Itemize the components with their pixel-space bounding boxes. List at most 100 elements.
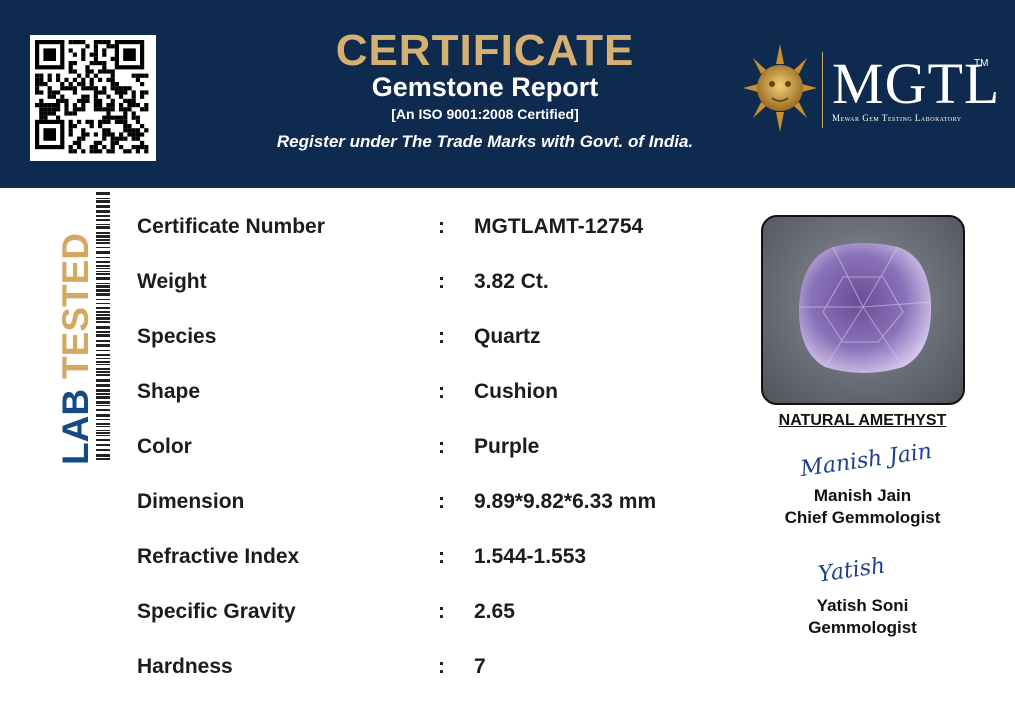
qr-module — [72, 40, 77, 45]
qr-module — [96, 232, 110, 234]
qr-module — [68, 86, 73, 91]
detail-separator: : — [438, 270, 445, 293]
signatory-name: Yatish Soni — [816, 596, 909, 615]
signatory-role: Gemmologist — [808, 618, 917, 637]
qr-module — [93, 103, 98, 108]
detail-label: Refractive Index — [137, 545, 300, 568]
qr-module — [140, 107, 145, 112]
qr-module — [96, 368, 110, 370]
qr-module — [68, 132, 73, 137]
qr-module — [96, 285, 110, 288]
qr-module — [96, 426, 110, 427]
signature-script: Yatish — [816, 553, 887, 588]
qr-module — [102, 136, 107, 141]
qr-module — [135, 73, 140, 78]
qr-module — [77, 136, 82, 141]
qr-module — [96, 358, 110, 359]
qr-module — [68, 40, 73, 45]
qr-module — [123, 128, 128, 133]
qr-module — [123, 86, 128, 91]
qr-module — [123, 107, 128, 112]
qr-module — [140, 140, 145, 145]
qr-module — [96, 215, 110, 217]
qr-module — [39, 82, 44, 87]
qr-module — [131, 136, 136, 141]
qr-module — [81, 103, 86, 108]
qr-module — [144, 145, 149, 150]
qr-module — [102, 52, 107, 57]
qr-module — [35, 82, 40, 87]
lab-word: LAB — [55, 389, 96, 465]
qr-module — [60, 98, 65, 103]
qr-module — [35, 103, 40, 108]
qr-module — [114, 90, 119, 95]
detail-separator: : — [438, 490, 445, 513]
qr-module — [96, 414, 110, 417]
qr-module — [131, 128, 136, 133]
qr-module — [96, 261, 110, 263]
qr-module — [96, 432, 110, 434]
qr-module — [93, 56, 98, 61]
qr-module — [72, 86, 77, 91]
qr-module — [144, 73, 149, 78]
qr-module — [110, 44, 115, 49]
qr-module — [85, 86, 90, 91]
qr-module — [56, 73, 61, 78]
qr-module — [51, 90, 56, 95]
qr-module — [39, 103, 44, 108]
qr-module — [68, 69, 73, 74]
qr-module — [140, 94, 145, 99]
qr-module — [93, 40, 98, 45]
qr-module — [39, 111, 44, 116]
signatory-role: Chief Gemmologist — [784, 508, 941, 527]
detail-value: 9.89*9.82*6.33 mm — [474, 490, 657, 513]
qr-module — [96, 435, 110, 436]
qr-module — [96, 449, 110, 451]
qr-module — [96, 242, 110, 244]
qr-module — [39, 107, 44, 112]
qr-module — [96, 273, 110, 275]
qr-module — [144, 90, 149, 95]
qr-module — [93, 94, 98, 99]
qr-module — [96, 247, 110, 248]
qr-module — [119, 115, 124, 120]
qr-module — [98, 119, 103, 124]
qr-module — [131, 103, 136, 108]
qr-module — [106, 103, 111, 108]
qr-module — [35, 73, 40, 78]
detail-label: Shape — [137, 380, 201, 403]
qr-module — [96, 205, 110, 208]
qr-module — [96, 268, 110, 269]
qr-module — [98, 61, 103, 66]
detail-separator: : — [438, 655, 445, 678]
qr-module — [102, 128, 107, 133]
qr-module — [96, 458, 110, 460]
qr-module — [85, 69, 90, 74]
qr-module — [98, 40, 103, 45]
detail-value: 2.65 — [474, 600, 515, 623]
qr-module — [47, 77, 52, 82]
qr-module — [135, 115, 140, 120]
qr-module — [123, 136, 128, 141]
qr-module — [127, 86, 132, 91]
qr-module — [106, 111, 111, 116]
qr-module — [135, 145, 140, 150]
qr-module — [60, 82, 65, 87]
qr-module — [68, 111, 73, 116]
gem-photo — [761, 215, 965, 405]
qr-module — [68, 124, 73, 129]
qr-module — [68, 128, 73, 133]
qr-module — [127, 124, 132, 129]
qr-module — [135, 132, 140, 137]
qr-module — [89, 61, 94, 66]
qr-module — [98, 77, 103, 82]
qr-module — [144, 149, 149, 154]
qr-module — [98, 98, 103, 103]
qr-module — [135, 119, 140, 124]
detail-label: Specific Gravity — [137, 600, 296, 623]
qr-module — [51, 111, 56, 116]
logo-tm: TM — [974, 58, 989, 69]
trademark-note: Register under The Trade Marks with Govt… — [276, 132, 694, 151]
qr-module — [96, 354, 110, 356]
lab-tested-stamp: LAB TESTED — [55, 192, 110, 465]
